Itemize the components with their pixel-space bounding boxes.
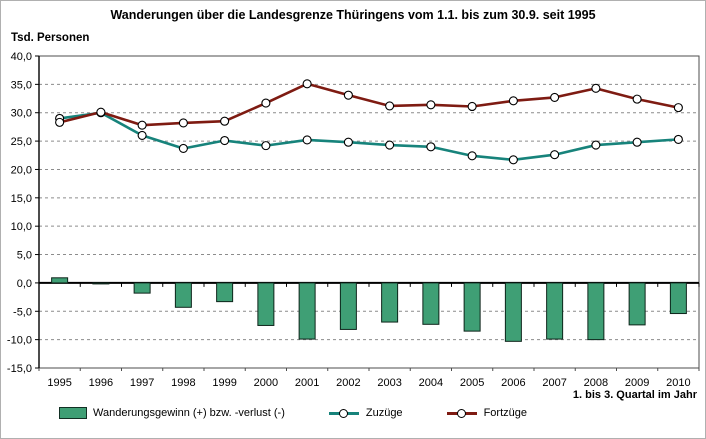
y-tick-label: 20,0 — [11, 164, 32, 176]
marker-zuzuege-2004 — [426, 142, 436, 152]
x-tick-label-2000: 2000 — [254, 377, 278, 389]
bar-swatch-icon — [59, 407, 87, 419]
x-tick-label-1995: 1995 — [47, 377, 71, 389]
y-tick-label: 25,0 — [11, 136, 32, 148]
marker-zuzuege-2002 — [343, 137, 353, 147]
marker-fortzuege-1996 — [96, 107, 106, 117]
line-zuzuege — [58, 111, 680, 162]
marker-fortzuege-2003 — [385, 101, 395, 111]
marker-zuzuege-2007 — [550, 150, 560, 160]
marker-zuzuege-1997 — [137, 130, 147, 140]
bar-1999 — [216, 282, 234, 303]
marker-zuzuege-2000 — [261, 141, 271, 151]
marker-fortzuege-1995 — [55, 117, 65, 127]
marker-fortzuege-2002 — [343, 90, 353, 100]
marker-zuzuege-2009 — [632, 137, 642, 147]
marker-fortzuege-2009 — [632, 94, 642, 104]
marker-fortzuege-2007 — [550, 92, 560, 102]
bar-2010 — [669, 282, 687, 315]
bar-2003 — [381, 282, 399, 323]
x-tick-label-2006: 2006 — [501, 377, 525, 389]
marker-dot-icon — [456, 408, 466, 418]
bar-2005 — [463, 282, 481, 332]
marker-fortzuege-2004 — [426, 100, 436, 110]
legend-label-wanderungssaldo: Wanderungsgewinn (+) bzw. -verlust (-) — [93, 407, 285, 419]
marker-zuzuege-2005 — [467, 151, 477, 161]
x-tick-label-2010: 2010 — [666, 377, 690, 389]
y-tick-label: -10,0 — [7, 335, 32, 347]
bar-2009 — [628, 282, 646, 326]
x-tick-label-2005: 2005 — [460, 377, 484, 389]
marker-dot-icon — [338, 408, 348, 418]
marker-fortzuege-2010 — [673, 103, 683, 113]
x-tick-label-2002: 2002 — [336, 377, 360, 389]
bar-2000 — [257, 282, 275, 326]
marker-zuzuege-1999 — [220, 135, 230, 146]
bar-2001 — [298, 282, 316, 340]
marker-fortzuege-1998 — [178, 118, 188, 128]
bar-1998 — [174, 282, 192, 308]
bar-1996 — [92, 282, 110, 285]
bar-2007 — [546, 282, 564, 340]
marker-fortzuege-2005 — [467, 101, 477, 112]
legend-label-fortzuege: Fortzüge — [483, 407, 527, 419]
marker-zuzuege-1998 — [178, 143, 188, 154]
x-tick-label-1996: 1996 — [89, 377, 113, 389]
x-tick-label-2004: 2004 — [419, 377, 443, 389]
y-axis-unit-label: Tsd. Personen — [11, 32, 90, 44]
marker-fortzuege-2000 — [261, 98, 271, 108]
y-tick-label: 15,0 — [11, 193, 32, 205]
marker-fortzuege-1999 — [220, 116, 230, 126]
line-fortzuege — [58, 82, 680, 127]
x-tick-label-2007: 2007 — [542, 377, 566, 389]
legend-item-wanderungssaldo: Wanderungsgewinn (+) bzw. -verlust (-) — [59, 407, 285, 419]
line-marker-icon-zuzuege — [328, 408, 359, 418]
marker-fortzuege-2006 — [508, 96, 518, 106]
legend-item-zuzuege: Zuzüge — [328, 407, 403, 419]
marker-zuzuege-2003 — [385, 140, 395, 150]
legend-item-fortzuege: Fortzüge — [446, 407, 527, 419]
y-tick-label: 5,0 — [17, 250, 32, 262]
y-tick-label: -5,0 — [13, 306, 32, 318]
bar-2006 — [504, 282, 522, 342]
bar-2008 — [587, 282, 605, 341]
legend-label-zuzuege: Zuzüge — [365, 407, 403, 419]
y-tick-label: -15,0 — [7, 363, 32, 375]
bar-2002 — [339, 282, 357, 330]
bar-2004 — [422, 282, 440, 325]
y-tick-label: 10,0 — [11, 221, 32, 233]
y-tick-label: 40,0 — [11, 51, 32, 63]
y-tick-label: 0,0 — [17, 278, 32, 290]
marker-zuzuege-2006 — [508, 155, 518, 165]
marker-fortzuege-1997 — [137, 120, 147, 130]
marker-fortzuege-2008 — [591, 83, 601, 93]
marker-zuzuege-2010 — [673, 134, 683, 144]
marker-fortzuege-2001 — [302, 79, 312, 89]
legend: Wanderungsgewinn (+) bzw. -verlust (-) Z… — [59, 407, 527, 419]
x-tick-label-2008: 2008 — [584, 377, 608, 389]
marker-zuzuege-2008 — [591, 140, 601, 150]
x-tick-label-1998: 1998 — [171, 377, 195, 389]
y-tick-label: 35,0 — [11, 79, 32, 91]
chart-title: Wanderungen über die Landesgrenze Thürin… — [110, 8, 596, 22]
y-tick-label: 30,0 — [11, 108, 32, 120]
line-marker-icon-fortzuege — [446, 408, 477, 418]
x-tick-label-1999: 1999 — [212, 377, 236, 389]
bar-1995 — [51, 277, 69, 284]
x-tick-label-1997: 1997 — [130, 377, 154, 389]
x-axis-note: 1. bis 3. Quartal im Jahr — [572, 389, 697, 401]
marker-zuzuege-2001 — [302, 135, 312, 145]
bar-1997 — [133, 282, 151, 294]
x-tick-label-2009: 2009 — [625, 377, 649, 389]
x-tick-label-2001: 2001 — [295, 377, 319, 389]
x-tick-label-2003: 2003 — [377, 377, 401, 389]
